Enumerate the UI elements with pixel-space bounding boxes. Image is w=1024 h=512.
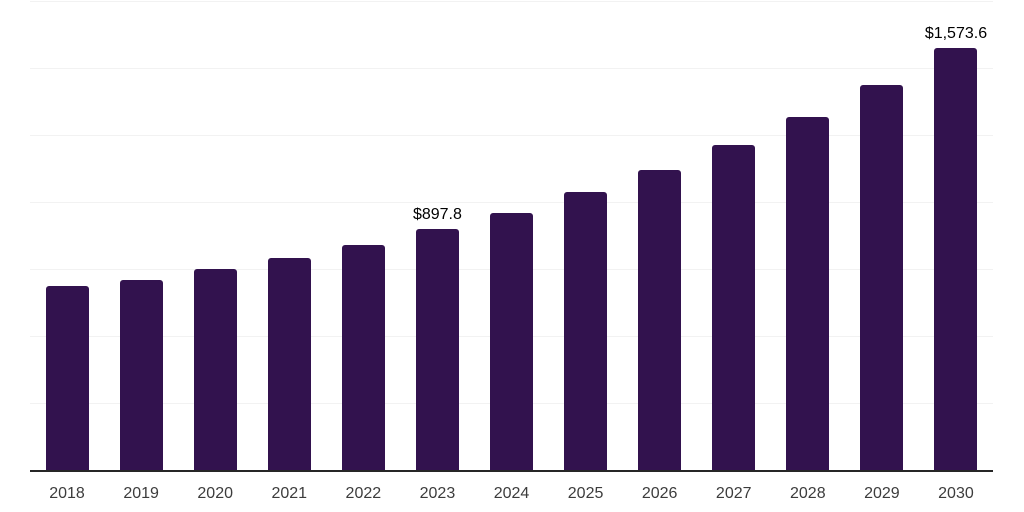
- bar-2019: [119, 279, 163, 470]
- bar-2030: [934, 48, 978, 470]
- bar-2026: [638, 170, 682, 470]
- bar-2022: [341, 245, 385, 470]
- x-tick-label-2025: 2025: [567, 485, 604, 502]
- x-tick-label-2027: 2027: [715, 485, 752, 502]
- x-tick-label-2021: 2021: [271, 485, 308, 502]
- bar-2023: [415, 229, 459, 470]
- x-axis-line: [30, 470, 993, 472]
- x-tick-label-2019: 2019: [123, 485, 159, 502]
- gridline-1000: [30, 202, 993, 203]
- x-tick-label-2028: 2028: [790, 485, 826, 502]
- bar-value-label-2030: $1,573.6: [924, 25, 988, 43]
- x-tick-label-2024: 2024: [493, 485, 530, 502]
- x-tick-label-2023: 2023: [419, 485, 456, 502]
- bar-2024: [490, 212, 533, 470]
- gridline-1250: [30, 135, 993, 136]
- x-tick-label-2029: 2029: [864, 485, 900, 502]
- bar-value-label-2023: $897.8: [412, 206, 462, 224]
- gridline-1750: [30, 1, 993, 2]
- x-tick-label-2026: 2026: [641, 485, 678, 502]
- bar-2027: [712, 145, 756, 470]
- x-tick-label-2020: 2020: [197, 485, 233, 502]
- bar-2025: [564, 192, 608, 470]
- x-tick-label-2018: 2018: [49, 485, 85, 502]
- bar-2029: [860, 85, 904, 470]
- x-tick-label-2022: 2022: [345, 485, 382, 502]
- gridline-1500: [30, 68, 993, 69]
- bar-2018: [45, 285, 89, 470]
- bar-2020: [193, 269, 237, 470]
- x-tick-label-2030: 2030: [938, 485, 974, 502]
- bar-2021: [267, 258, 311, 470]
- bar-2028: [786, 117, 830, 470]
